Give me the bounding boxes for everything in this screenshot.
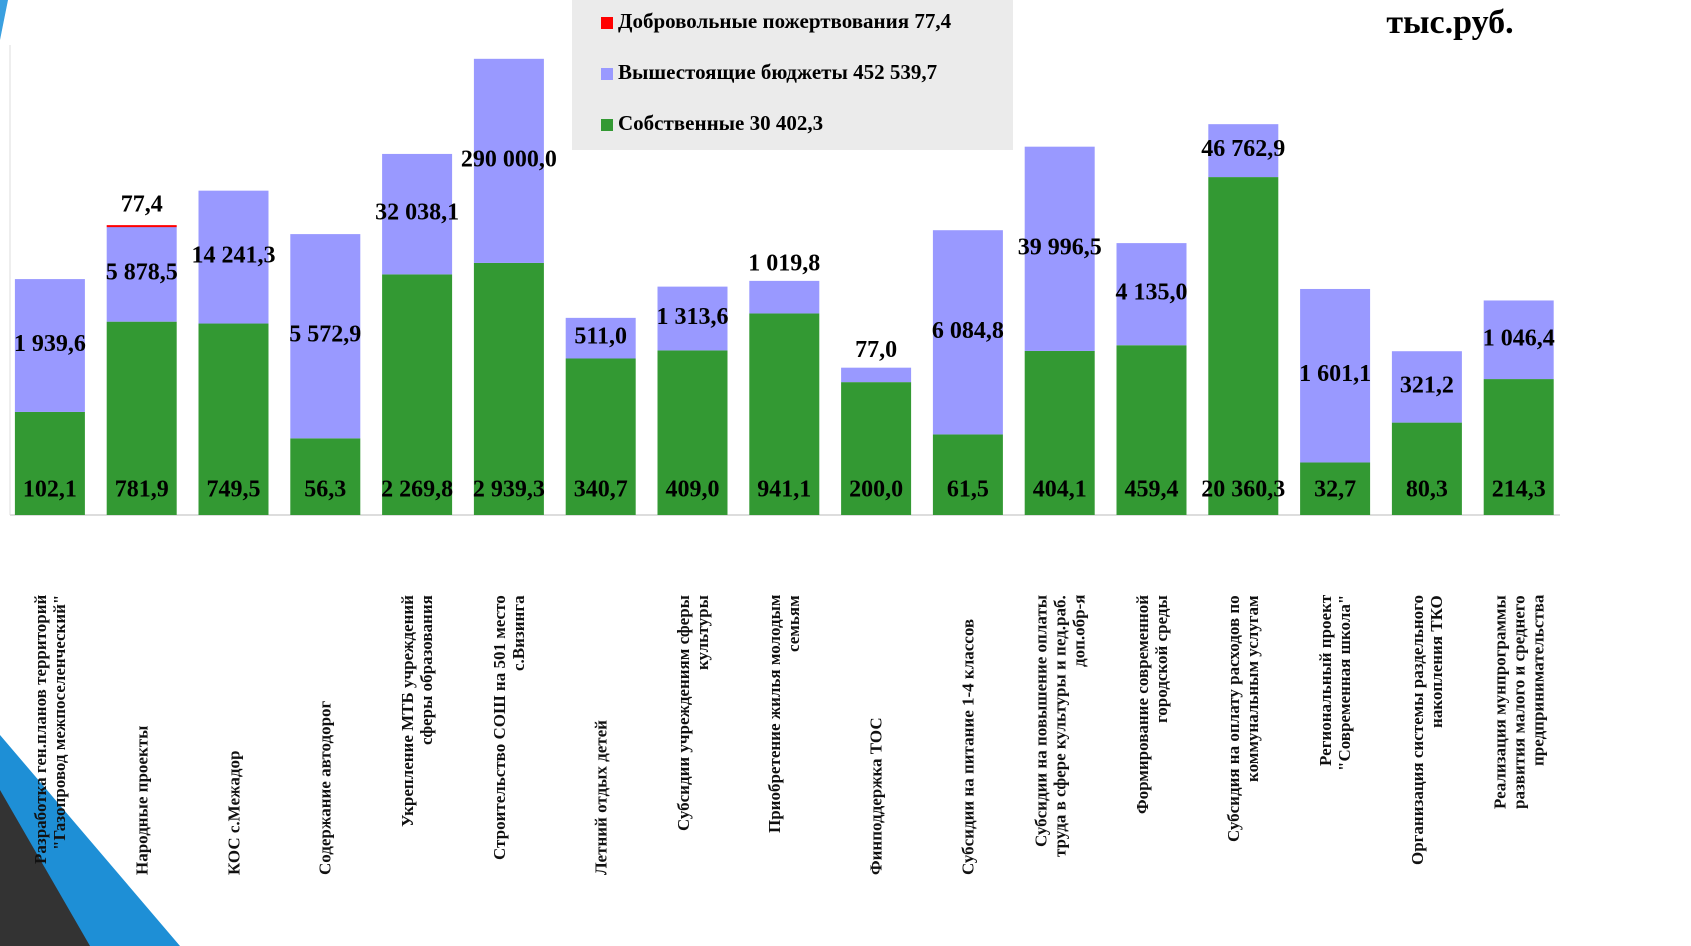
data-label: 61,5 [947, 477, 989, 503]
x-tick-label: Строительство СОШ на 501 место с.Визинга [489, 595, 528, 860]
bar-segment [290, 234, 361, 439]
data-label: 32 038,1 [375, 200, 459, 226]
data-label: 77,0 [855, 337, 897, 363]
data-label: 781,9 [115, 477, 169, 503]
bar-segment [290, 438, 361, 515]
decor [0, 0, 8, 40]
data-label: 4 135,0 [1116, 280, 1188, 306]
data-label: 32,7 [1314, 477, 1356, 503]
x-tick-label: КОС с.Межадор [224, 750, 243, 875]
bar-segment [657, 350, 728, 515]
data-label: 200,0 [849, 477, 903, 503]
data-label: 214,3 [1492, 477, 1546, 503]
legend-label: Вышестоящие бюджеты 452 539,7 [618, 60, 937, 84]
data-label: 511,0 [574, 324, 627, 350]
bar-segment [1300, 462, 1371, 515]
legend-swatch [601, 119, 613, 131]
x-tick-label: Субсидия на оплату расходов по коммуналь… [1224, 595, 1263, 842]
bar-segment [382, 274, 453, 515]
legend-box [572, 0, 1013, 150]
x-tick-label: Разработка ген.планов территорий "Газопр… [30, 595, 69, 865]
data-label: 1 939,6 [14, 331, 86, 357]
data-label: 340,7 [574, 477, 628, 503]
data-label: 321,2 [1400, 372, 1454, 398]
bar-segment [106, 321, 177, 515]
data-label: 20 360,3 [1201, 477, 1285, 503]
bar-segment [1391, 422, 1462, 515]
x-tick-label: Укрепление МТБ учреждений сферы образова… [398, 595, 437, 827]
x-tick-label: Летний отдых детей [591, 720, 611, 875]
data-label: 56,3 [304, 477, 346, 503]
legend-swatch [601, 17, 613, 29]
bar-segment [1483, 300, 1554, 380]
bar-segment [565, 317, 636, 359]
bar-segment [473, 262, 544, 515]
data-label: 404,1 [1033, 477, 1087, 503]
bar-segment [106, 225, 177, 228]
bar-segment [932, 230, 1003, 435]
data-label: 409,0 [666, 477, 720, 503]
bar-segment [14, 279, 85, 412]
data-label: 46 762,9 [1201, 136, 1285, 162]
data-label: 1 046,4 [1483, 325, 1555, 351]
bar-segment [473, 58, 544, 263]
data-label: 14 241,3 [192, 243, 276, 269]
bar-segment [1116, 345, 1187, 515]
bar-segment [1300, 288, 1371, 463]
x-tick-label: Формирование современной городской среды [1132, 595, 1171, 815]
bar-segment [749, 280, 820, 314]
x-tick-label: Содержание автодорог [315, 700, 335, 875]
bar-segment [841, 382, 912, 515]
data-label: 1 313,6 [657, 304, 729, 330]
bar-segment [1024, 350, 1095, 515]
data-label: 2 269,8 [381, 477, 453, 503]
x-tick-label: Финподдержка ТОС [866, 717, 886, 875]
bar-segment [749, 313, 820, 515]
bar-segment [198, 323, 269, 515]
data-label: 749,5 [207, 477, 261, 503]
data-label: 459,4 [1125, 477, 1179, 503]
bar-segment [932, 434, 1003, 515]
bar-segment [1024, 146, 1095, 351]
bar-segment [1483, 379, 1554, 515]
unit-label: тыс.руб. [1386, 4, 1513, 41]
data-label: 80,3 [1406, 477, 1448, 503]
x-tick-label: Региональный проект "Современная школа" [1316, 595, 1355, 772]
bar-segment [106, 226, 177, 322]
bar-segment [657, 286, 728, 351]
data-label: 77,4 [121, 192, 163, 218]
bar-segment [841, 367, 912, 383]
data-label: 6 084,8 [932, 318, 1004, 344]
bar-segment [14, 411, 85, 515]
data-label: 39 996,5 [1018, 234, 1102, 260]
decor [0, 790, 90, 946]
data-label: 5 878,5 [106, 260, 178, 286]
legend-label: Добровольные пожертвования 77,4 [618, 9, 952, 33]
bar-segment [1391, 351, 1462, 423]
x-tick-label: Приобретение жилья молодым семьям [765, 595, 804, 834]
data-label: 941,1 [757, 477, 811, 503]
x-tick-label: Народные проекты [132, 725, 152, 875]
x-tick-label: Организация системы раздельного накоплен… [1407, 595, 1446, 865]
data-label: 2 939,3 [473, 477, 545, 503]
data-label: 1 019,8 [748, 250, 820, 276]
legend-swatch [601, 68, 613, 80]
legend-label: Собственные 30 402,3 [618, 111, 823, 135]
x-tick-label: Субсидии учреждениям сферы культуры [673, 595, 712, 831]
bar-segment [1208, 177, 1279, 515]
data-label: 1 601,1 [1299, 361, 1371, 387]
x-tick-label: Реализация мунпрограммы развития малого … [1490, 595, 1548, 809]
x-tick-label: Субсидии на питание 1-4 классов [958, 618, 978, 875]
bar-segment [1116, 243, 1187, 346]
bar-segment [198, 190, 269, 324]
data-label: 290 000,0 [461, 146, 557, 172]
bar-segment [565, 358, 636, 515]
data-label: 102,1 [23, 477, 77, 503]
x-tick-label: Субсидии на повышение оплаты труда в сфе… [1031, 595, 1089, 857]
bar-segment [382, 153, 453, 275]
bar-segment [1208, 124, 1279, 178]
data-label: 5 572,9 [289, 322, 361, 348]
